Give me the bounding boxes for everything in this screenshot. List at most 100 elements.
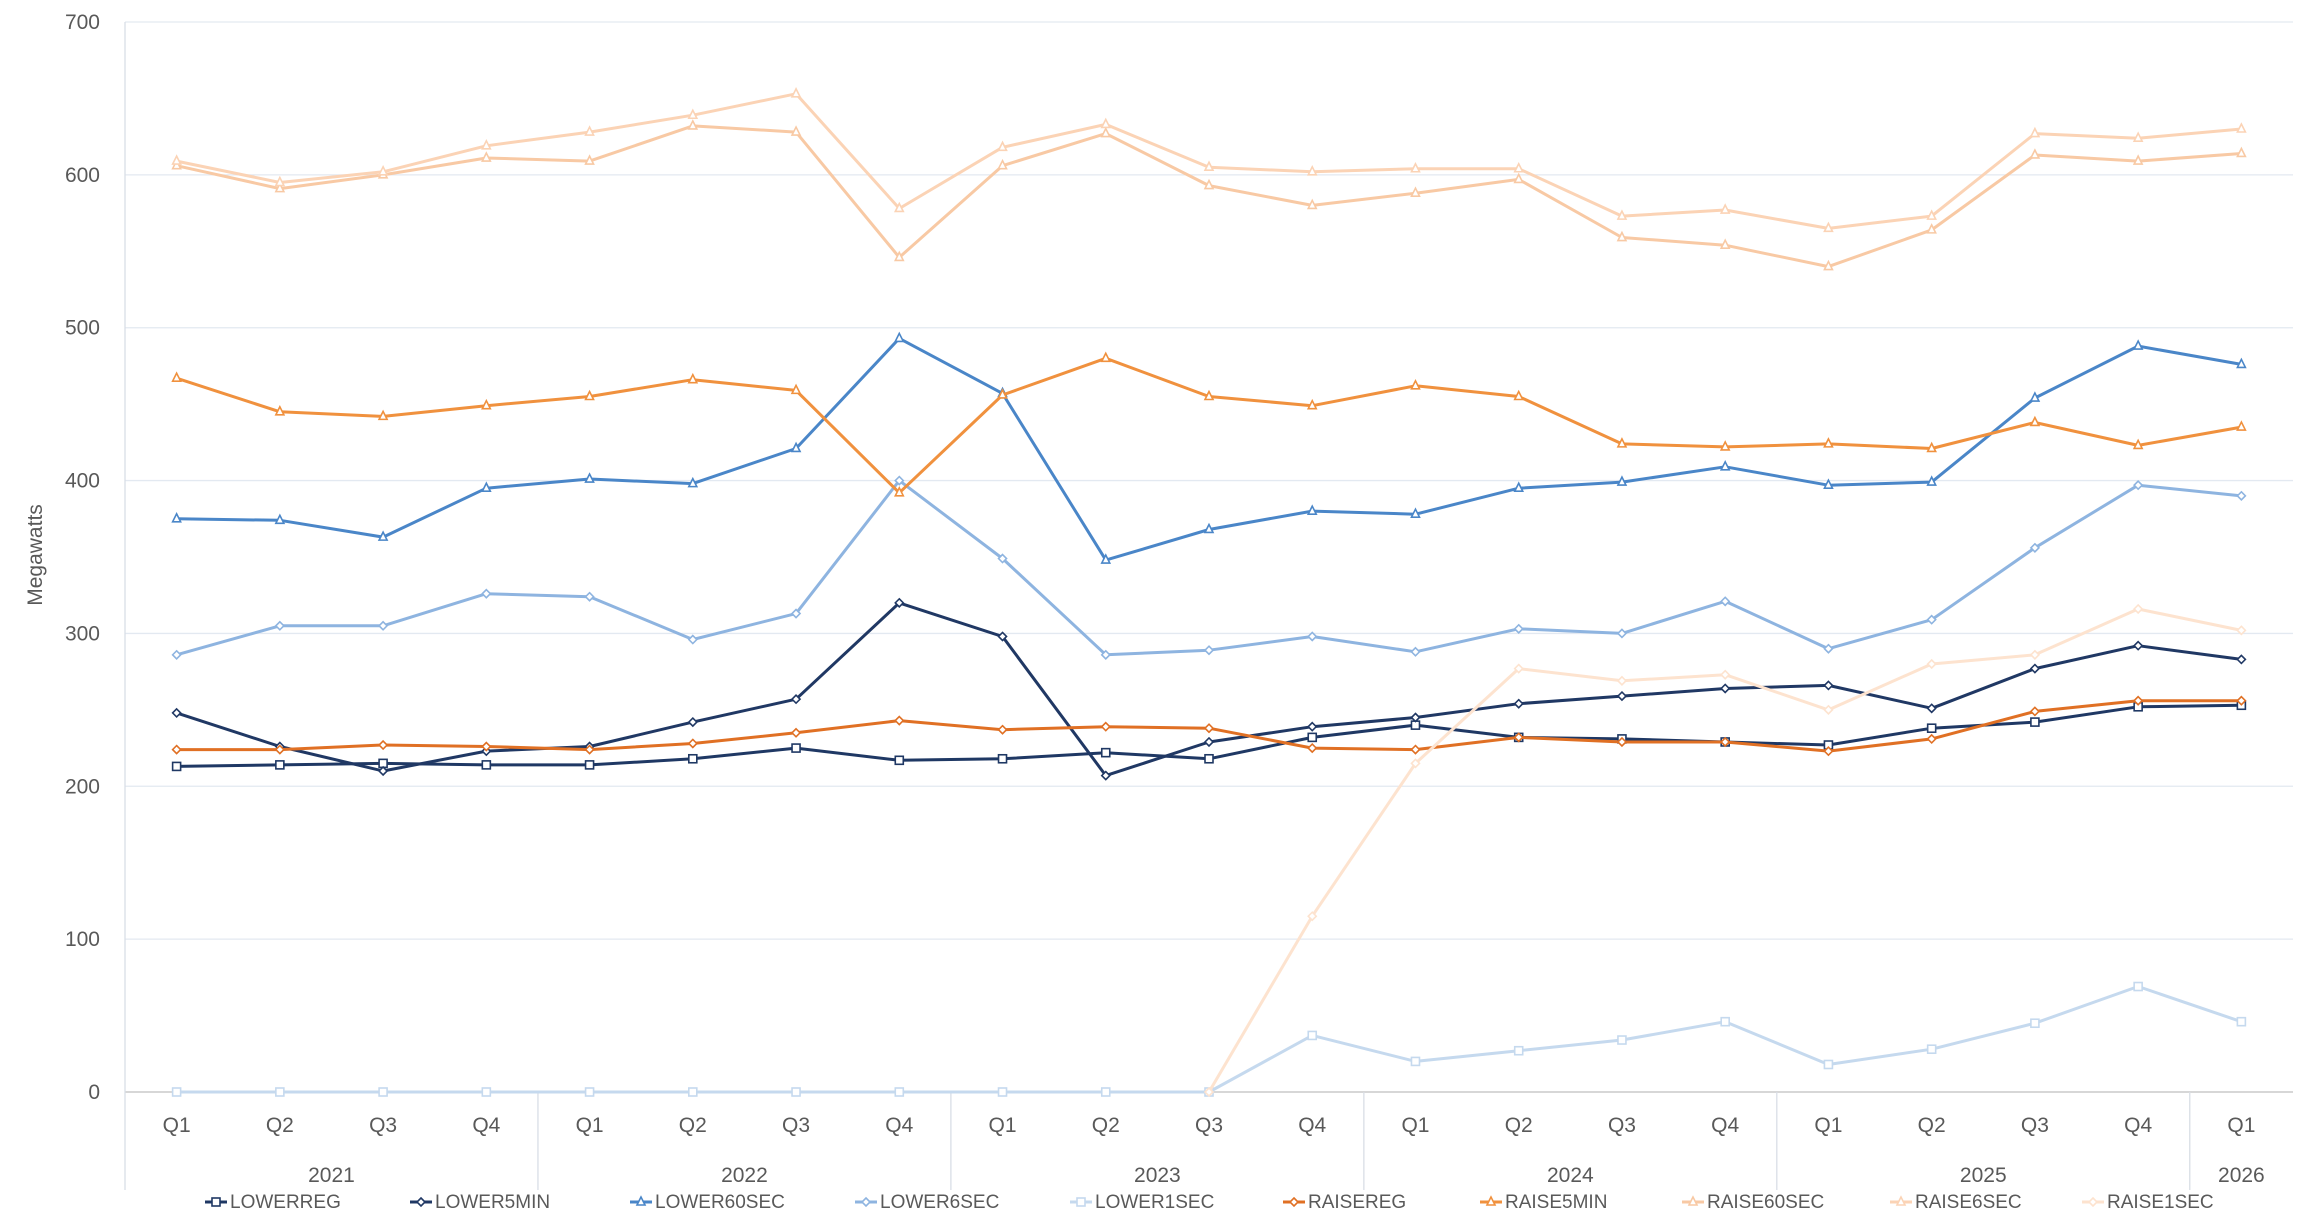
data-point — [276, 622, 284, 630]
data-point — [173, 746, 181, 754]
legend-label: LOWER60SEC — [655, 1192, 785, 1211]
data-point — [1721, 205, 1729, 213]
data-point — [276, 761, 284, 769]
data-point — [1618, 477, 1626, 485]
data-point — [1618, 439, 1626, 447]
data-point — [2237, 359, 2245, 367]
data-point — [2031, 150, 2039, 158]
data-point — [482, 483, 490, 491]
data-point — [1411, 746, 1419, 754]
data-point — [482, 1088, 490, 1096]
x-tick-label: Q3 — [2021, 1114, 2049, 1137]
data-point — [482, 761, 490, 769]
legend: LOWERREG LOWER5MIN LOWER60SEC LOWER6SEC LOWE… — [205, 1192, 2214, 1211]
data-point — [792, 127, 800, 135]
data-point — [586, 1088, 594, 1096]
data-point — [792, 729, 800, 737]
y-tick-label: 200 — [65, 775, 100, 798]
x-tick-label: Q2 — [1505, 1114, 1533, 1137]
legend-item-raise6sec: RAISE6SEC — [1890, 1192, 2022, 1211]
data-point — [1928, 724, 1936, 732]
data-point — [1618, 629, 1626, 637]
data-point — [2134, 440, 2142, 448]
data-point — [1618, 692, 1626, 700]
data-point — [1308, 401, 1316, 409]
x-tick-label: Q2 — [1092, 1114, 1120, 1137]
data-point — [1618, 677, 1626, 685]
data-point — [1721, 462, 1729, 470]
data-point — [999, 755, 1007, 763]
data-point — [1515, 164, 1523, 172]
data-point — [379, 622, 387, 630]
legend-marker — [2089, 1198, 2097, 1206]
data-point — [2134, 983, 2142, 991]
legend-marker — [417, 1198, 425, 1206]
series-line — [177, 481, 2242, 655]
legend-item-raise60sec: RAISE60SEC — [1682, 1192, 1824, 1211]
data-point — [1205, 738, 1213, 746]
legend-marker — [1487, 1197, 1495, 1205]
data-point — [1824, 439, 1832, 447]
data-point — [1205, 392, 1213, 400]
data-point — [173, 651, 181, 659]
data-point — [173, 514, 181, 522]
data-point — [1721, 684, 1729, 692]
legend-marker — [212, 1198, 220, 1206]
data-point — [586, 593, 594, 601]
data-point — [689, 739, 697, 747]
x-year-label: 2025 — [1960, 1164, 2007, 1187]
series-lower6sec — [173, 477, 2246, 659]
axes — [125, 22, 2190, 1190]
data-point — [1515, 392, 1523, 400]
x-year-label: 2024 — [1547, 1164, 1594, 1187]
y-tick-label: 600 — [65, 164, 100, 187]
data-point — [1515, 483, 1523, 491]
x-tick-label: Q3 — [782, 1114, 810, 1137]
legend-item-lower1sec: LOWER1SEC — [1070, 1192, 1214, 1211]
data-point — [1205, 755, 1213, 763]
data-point — [2237, 492, 2245, 500]
y-tick-label: 700 — [65, 11, 100, 34]
data-point — [482, 590, 490, 598]
series-raise60sec — [173, 121, 2246, 270]
data-point — [1205, 724, 1213, 732]
legend-item-raisereg: RAISEREG — [1283, 1192, 1406, 1211]
data-point — [999, 1088, 1007, 1096]
data-point — [1411, 509, 1419, 517]
data-point — [1411, 164, 1419, 172]
x-tick-label: Q4 — [2124, 1114, 2152, 1137]
data-point — [586, 127, 594, 135]
x-tick-label: Q1 — [163, 1114, 191, 1137]
data-point — [482, 153, 490, 161]
data-point — [1515, 174, 1523, 182]
x-tick-label: Q1 — [989, 1114, 1017, 1137]
data-point — [895, 333, 903, 341]
data-point — [689, 479, 697, 487]
data-point — [1308, 167, 1316, 175]
data-point — [173, 1088, 181, 1096]
data-point — [1618, 1036, 1626, 1044]
data-point — [1721, 1018, 1729, 1026]
legend-label: RAISEREG — [1308, 1192, 1406, 1211]
data-point — [2031, 665, 2039, 673]
data-point — [792, 385, 800, 393]
data-point — [379, 1088, 387, 1096]
data-point — [1411, 188, 1419, 196]
x-tick-label: Q4 — [1711, 1114, 1739, 1137]
data-point — [2134, 133, 2142, 141]
data-point — [1824, 480, 1832, 488]
x-year-label: 2023 — [1134, 1164, 1181, 1187]
x-tick-label: Q2 — [1918, 1114, 1946, 1137]
data-point — [999, 142, 1007, 150]
data-point — [482, 401, 490, 409]
data-point — [586, 761, 594, 769]
data-point — [1824, 262, 1832, 270]
legend-item-lower5min: LOWER5MIN — [410, 1192, 550, 1211]
data-point — [586, 474, 594, 482]
data-point — [1411, 381, 1419, 389]
data-point — [1102, 1088, 1110, 1096]
data-point — [1411, 714, 1419, 722]
data-point — [379, 411, 387, 419]
data-point — [2134, 642, 2142, 650]
legend-item-lowerreg: LOWERREG — [205, 1192, 341, 1211]
